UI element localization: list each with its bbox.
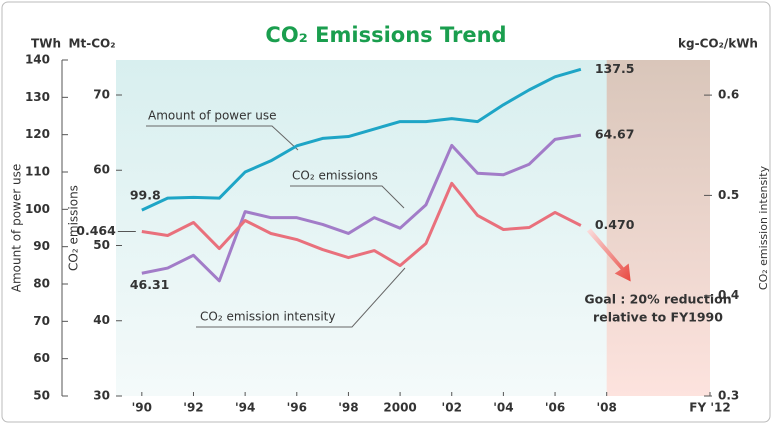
series-line <box>141 67 582 212</box>
y-tick-label: 60 <box>33 351 50 365</box>
x-tick-label: '90 <box>132 401 152 415</box>
callout-line <box>290 185 405 209</box>
y-tick-label: 80 <box>33 277 50 291</box>
data-label: 0.464 <box>76 223 116 238</box>
y3-tick-label: 0.5 <box>718 188 739 202</box>
x-tick-label: '94 <box>235 401 255 415</box>
annotation: Goal : 20% reduction <box>584 292 731 307</box>
data-label: 137.5 <box>595 61 635 76</box>
y2-tick-label: 50 <box>93 238 110 252</box>
y-tick-label: 100 <box>25 202 50 216</box>
y-tick-label: 90 <box>33 239 50 253</box>
y3-tick-label: 0.3 <box>718 389 739 403</box>
x-tick-label: '04 <box>493 401 513 415</box>
goal-period <box>606 60 710 396</box>
callout-line <box>196 267 406 328</box>
series-line <box>141 181 582 268</box>
y2-tick-label: 60 <box>93 163 110 177</box>
backgrounds <box>116 60 710 396</box>
series-line <box>141 133 582 283</box>
x-tick-label: '92 <box>183 401 203 415</box>
data-label: 64.67 <box>595 127 635 142</box>
series-label: CO₂ emissions <box>292 169 378 183</box>
data-label: 99.8 <box>130 188 161 203</box>
x-tick-label: FY '12 <box>689 401 730 415</box>
x-tick-label: '96 <box>287 401 307 415</box>
y2-unit: Mt-CO₂ <box>69 37 116 51</box>
y3-axis-title: CO₂ emission intensity <box>757 165 770 290</box>
y3-unit: kg-CO₂/kWh <box>678 37 758 51</box>
callout-line <box>146 125 299 151</box>
y2-tick-label: 40 <box>93 313 110 327</box>
series-label: Amount of power use <box>148 109 277 123</box>
y-tick-label: 130 <box>25 90 50 104</box>
data-label: 46.31 <box>130 277 170 292</box>
y2-tick-label: 70 <box>93 87 110 101</box>
y3-tick-label: 0.4 <box>718 288 739 302</box>
y-tick-label: 140 <box>25 53 50 67</box>
y2-axis-title: CO₂ emissions <box>67 185 81 271</box>
x-tick-label: '06 <box>545 401 565 415</box>
series-label: CO₂ emission intensity <box>200 310 335 324</box>
y-unit: TWh <box>31 37 61 51</box>
y-tick-label: 110 <box>25 165 50 179</box>
x-tick-label: '08 <box>597 401 617 415</box>
y-tick-label: 120 <box>25 127 50 141</box>
x-tick-label: 2000 <box>383 401 416 415</box>
chart-title: CO₂ Emissions Trend <box>265 23 506 47</box>
y-tick-label: 50 <box>33 389 50 403</box>
goal-arrow <box>586 228 631 282</box>
annotation: relative to FY1990 <box>593 310 723 325</box>
y3-tick-label: 0.6 <box>718 88 739 102</box>
y2-tick-label: 30 <box>93 389 110 403</box>
callouts <box>146 125 406 328</box>
x-tick-label: '02 <box>442 401 462 415</box>
y-axis-title: Amount of power use <box>10 164 24 293</box>
y-tick-label: 70 <box>33 314 50 328</box>
data-label: 0.470 <box>595 217 635 232</box>
x-tick-label: '98 <box>338 401 358 415</box>
